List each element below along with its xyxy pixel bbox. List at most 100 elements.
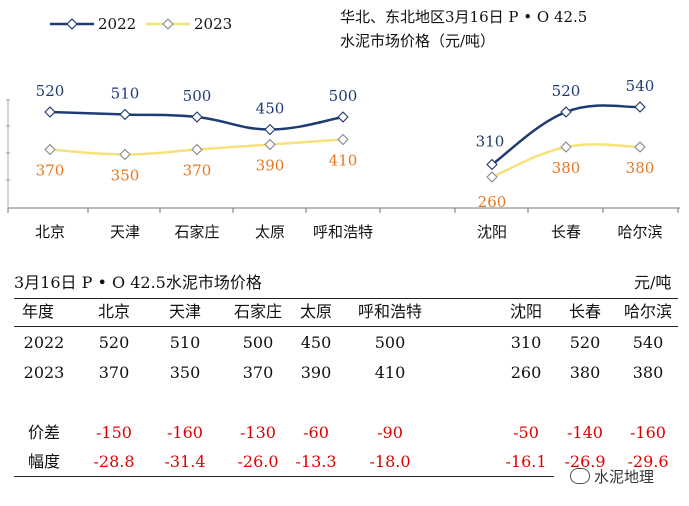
series-2023-point-4 bbox=[337, 133, 349, 146]
data-label-2023-2: 370 bbox=[183, 162, 212, 180]
table-unit: 元/吨 bbox=[634, 273, 672, 292]
x-tick-label-2: 石家庄 bbox=[174, 223, 219, 241]
legend-label-2023: 2023 bbox=[194, 15, 232, 33]
chat-bubble-icon bbox=[570, 468, 590, 484]
table-cell-0-7: 540 bbox=[632, 333, 664, 352]
table-col-header-7: 哈尔滨 bbox=[623, 302, 673, 321]
series-2022-point-1 bbox=[119, 108, 131, 121]
table-col-header-6: 长春 bbox=[568, 302, 602, 321]
data-label-2022-6: 520 bbox=[552, 82, 581, 100]
series-2022-point-2 bbox=[191, 111, 203, 123]
data-label-2023-6: 380 bbox=[552, 159, 581, 177]
series-2023-point-1 bbox=[119, 148, 131, 161]
data-label-2022-4: 500 bbox=[329, 87, 358, 105]
chart-canvas: 北京 天津 石家庄 太原 呼和浩特 沈阳 长春 哈尔滨 520 510 500 450 500 310 52… bbox=[6, 15, 680, 241]
table-cell-2-3: -60 bbox=[303, 423, 329, 442]
data-label-2022-2: 500 bbox=[183, 87, 212, 105]
table-row-label-3: 幅度 bbox=[27, 452, 61, 471]
table-cell-3-2: -26.0 bbox=[237, 452, 279, 471]
price-line-chart: 华北、东北地区3月16日 P • O 42.5 水泥市场价格（元/吨） 北京 天津… bbox=[6, 8, 680, 241]
table-cell-2-4: -90 bbox=[377, 423, 403, 442]
data-label-2022-0: 520 bbox=[36, 82, 65, 100]
x-tick-label-1: 天津 bbox=[110, 223, 140, 241]
table-cell-2-0: -150 bbox=[96, 423, 132, 442]
table-cell-0-5: 310 bbox=[510, 333, 542, 352]
watermark-text: 水泥地理 bbox=[594, 468, 655, 486]
table-cell-2-6: -140 bbox=[567, 423, 603, 442]
table-cell-3-6: -26.9 bbox=[564, 452, 606, 471]
table-cell-2-7: -160 bbox=[630, 423, 666, 442]
table-cell-1-0: 370 bbox=[98, 363, 130, 382]
series-2022-point-6 bbox=[560, 106, 572, 118]
table-cell-2-2: -130 bbox=[240, 423, 276, 442]
table-header-year: 年度 bbox=[22, 302, 55, 321]
series-2022-point-0 bbox=[44, 106, 56, 118]
table-cell-1-4: 410 bbox=[374, 363, 406, 382]
table-row-label-2: 价差 bbox=[27, 423, 61, 442]
table-cell-0-6: 520 bbox=[569, 333, 601, 352]
series-2022-point-4 bbox=[337, 111, 349, 123]
data-label-2023-7: 380 bbox=[626, 159, 655, 177]
table-col-header-4: 呼和浩特 bbox=[357, 302, 423, 321]
data-label-2022-3: 450 bbox=[256, 100, 285, 118]
x-tick-label-4: 呼和浩特 bbox=[313, 223, 373, 241]
table-cell-1-3: 390 bbox=[300, 363, 332, 382]
series-2023-point-6 bbox=[560, 141, 572, 153]
table-cell-2-5: -50 bbox=[513, 423, 539, 442]
table-title: 3月16日 P • O 42.5水泥市场价格 bbox=[14, 273, 262, 292]
data-label-2023-5: 260 bbox=[478, 193, 507, 211]
table-cell-2-1: -160 bbox=[167, 423, 203, 442]
data-label-2023-4: 410 bbox=[329, 152, 358, 170]
table-cell-0-1: 510 bbox=[169, 333, 201, 352]
series-2023-point-0 bbox=[44, 143, 56, 156]
x-tick-label-6: 长春 bbox=[551, 223, 581, 241]
table-col-header-5: 沈阳 bbox=[509, 302, 543, 321]
table-cell-1-6: 380 bbox=[569, 363, 601, 382]
chart-title: 华北、东北地区3月16日 P • O 42.5 bbox=[340, 8, 588, 26]
series-2022-point-3 bbox=[264, 123, 276, 136]
table-col-header-3: 太原 bbox=[299, 302, 333, 321]
data-label-2023-0: 370 bbox=[36, 162, 65, 180]
watermark: 水泥地理 bbox=[570, 466, 654, 487]
x-tick-label-0: 北京 bbox=[35, 223, 65, 241]
data-label-2023-3: 390 bbox=[256, 157, 285, 175]
table-cell-3-4: -18.0 bbox=[369, 452, 411, 471]
series-2023-point-3 bbox=[264, 138, 276, 151]
series-2022-point-5 bbox=[486, 158, 498, 171]
legend-label-2022: 2022 bbox=[98, 15, 136, 33]
series-2022-point-7 bbox=[634, 101, 646, 113]
series-2023-point-5 bbox=[486, 171, 498, 183]
table-cell-3-0: -28.8 bbox=[93, 452, 135, 471]
table-bottom-rule bbox=[14, 476, 554, 477]
series-2023-point-7 bbox=[634, 141, 646, 153]
table-cell-1-5: 260 bbox=[510, 363, 542, 382]
data-label-2022-5: 310 bbox=[476, 133, 505, 151]
table-col-header-1: 天津 bbox=[168, 302, 202, 321]
table-header-rule bbox=[14, 326, 678, 327]
table-row-label-0: 2022 bbox=[23, 333, 65, 352]
table-cell-1-2: 370 bbox=[242, 363, 274, 382]
chart-subtitle: 水泥市场价格（元/吨） bbox=[340, 32, 496, 50]
table-cell-3-3: -13.3 bbox=[295, 452, 337, 471]
table-top-rule bbox=[14, 298, 678, 299]
x-tick-label-7: 哈尔滨 bbox=[617, 223, 662, 241]
legend-marker-2022 bbox=[66, 18, 78, 30]
table-cell-3-7: -29.6 bbox=[627, 452, 669, 471]
table-row-label-1: 2023 bbox=[23, 363, 65, 382]
table-cell-1-7: 380 bbox=[632, 363, 664, 382]
data-label-2022-1: 510 bbox=[111, 85, 140, 103]
x-tick-label-3: 太原 bbox=[255, 223, 285, 241]
table-cell-3-1: -31.4 bbox=[164, 452, 206, 471]
table-cell-0-4: 500 bbox=[374, 333, 406, 352]
table-col-header-2: 石家庄 bbox=[233, 302, 283, 321]
data-label-2023-1: 350 bbox=[111, 167, 140, 185]
data-label-2022-7: 540 bbox=[626, 77, 655, 95]
legend-marker-2023 bbox=[162, 18, 174, 30]
table-cell-0-0: 520 bbox=[98, 333, 130, 352]
x-tick-label-5: 沈阳 bbox=[477, 223, 507, 241]
series-2023-point-2 bbox=[191, 143, 203, 156]
table-cell-1-1: 350 bbox=[169, 363, 201, 382]
table-col-header-0: 北京 bbox=[97, 302, 131, 321]
table-cell-0-2: 500 bbox=[242, 333, 274, 352]
table-cell-3-5: -16.1 bbox=[505, 452, 547, 471]
